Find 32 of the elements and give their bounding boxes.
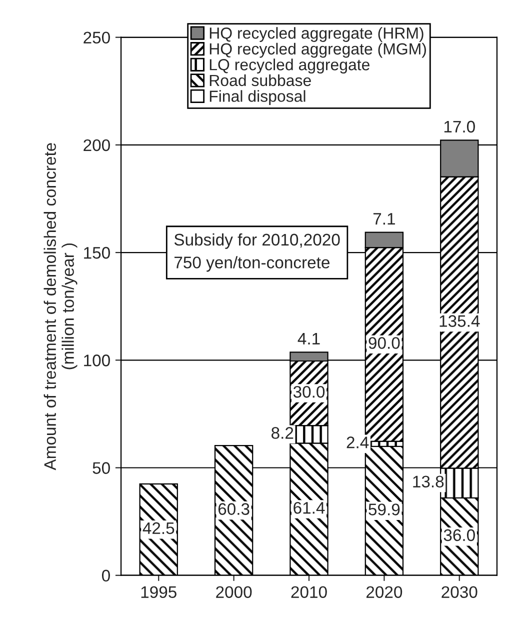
legend-label: Final disposal [210, 90, 306, 106]
data-label: 59.9 [368, 504, 400, 516]
legend-label: HQ recycled aggregate (HRM) [210, 27, 424, 42]
data-label: 8.2 [272, 427, 294, 439]
y-axis-title: Amount of treatment of demolished concrete (million ton/year ) [44, 143, 78, 470]
x-tick-label: 2030 [442, 586, 478, 598]
y-tick-label: 100 [84, 354, 110, 366]
legend-label: HQ recycled aggregate (MGM) [210, 42, 426, 58]
x-tick-label: 2020 [366, 586, 402, 598]
data-label: 17.0 [444, 120, 475, 133]
y-tick-label: 250 [84, 32, 110, 44]
data-label: 7.1 [373, 213, 395, 225]
data-label: 90.0 [368, 337, 400, 349]
data-label: 30.0 [293, 386, 325, 398]
y-tick-label: 150 [84, 246, 110, 259]
data-label: 61.4 [294, 502, 325, 514]
annotation: Subsidy for 2010,2020 750 yen/ton-concrete [174, 233, 340, 272]
data-label: 42.5 [142, 522, 174, 534]
data-label: 36.0 [444, 529, 475, 542]
data-label: 4.1 [298, 332, 320, 344]
data-label: 60.3 [218, 503, 250, 515]
y-tick-label: 50 [92, 462, 110, 474]
data-label: 13.8 [413, 476, 444, 488]
legend-label: Road subbase [210, 74, 311, 86]
legend-label: LQ recycled aggregate [210, 58, 370, 74]
y-tick-label: 200 [84, 139, 110, 152]
x-tick-label: 2010 [291, 586, 327, 598]
y-tick-label: 0 [102, 570, 110, 582]
data-label: 2.4 [346, 436, 369, 448]
data-label: 135.4 [440, 315, 480, 327]
x-tick-label: 1995 [141, 586, 176, 598]
x-tick-label: 2000 [216, 586, 252, 598]
